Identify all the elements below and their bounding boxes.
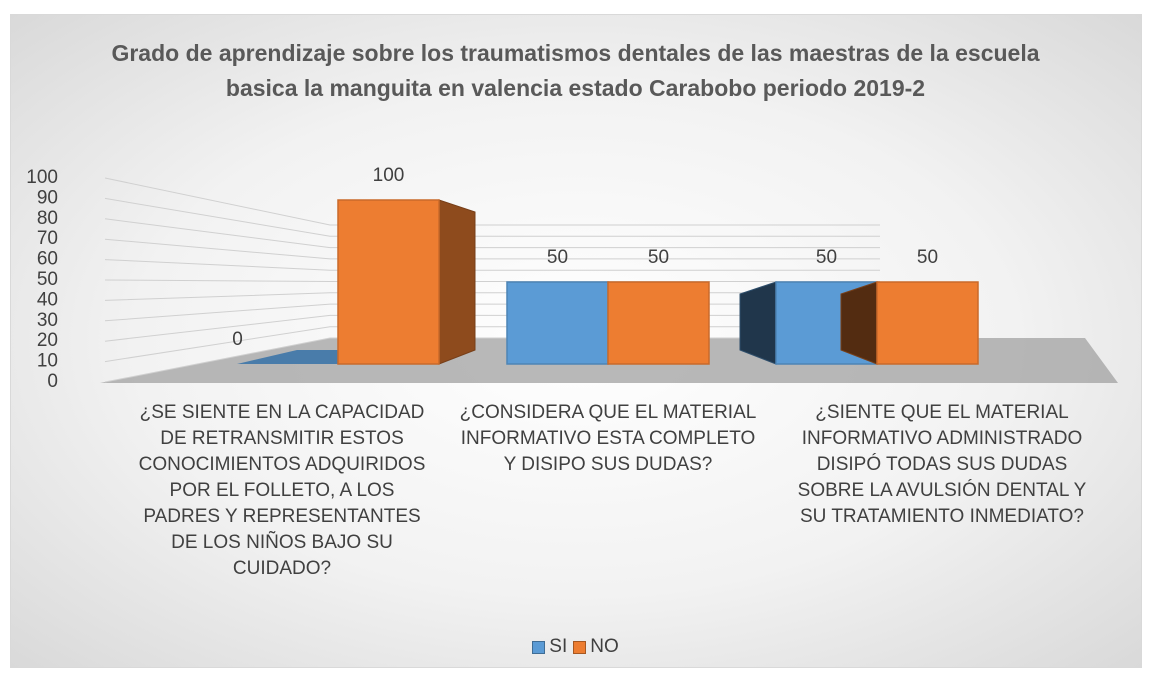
x-tick-label: ¿SE SIENTE EN LA CAPACIDAD DE RETRANSMIT… [138, 402, 426, 579]
y-tick-label: 20 [37, 330, 58, 351]
bar [840, 281, 979, 365]
y-tick-label: 90 [37, 187, 58, 208]
bar-side [438, 199, 476, 365]
bar [337, 199, 476, 365]
grid-line [104, 238, 880, 260]
bar [506, 281, 609, 365]
legend-swatch [573, 640, 587, 654]
bar-side [739, 281, 777, 365]
chart-title: Grado de aprendizaje sobre los traumatis… [111, 40, 1040, 101]
y-tick-label: 10 [37, 351, 58, 372]
y-tick-label: 80 [37, 208, 58, 229]
legend-item: NO [573, 636, 619, 658]
data-label: 50 [547, 247, 568, 268]
bar-face [607, 281, 710, 365]
grid-line [104, 279, 880, 282]
data-label: 50 [917, 247, 938, 268]
y-tick-label: 70 [37, 228, 58, 249]
bar [237, 350, 338, 364]
y-tick-label: 40 [37, 289, 58, 310]
legend-label: NO [590, 636, 619, 657]
y-tick-label: 0 [47, 371, 58, 392]
legend-label: SI [549, 636, 568, 657]
grid-line [104, 197, 880, 237]
data-label: 0 [232, 329, 243, 350]
data-label: 100 [373, 165, 405, 186]
grid-line [104, 259, 880, 271]
bar-face [337, 199, 440, 365]
bar-face [506, 281, 609, 365]
bar-side [840, 281, 878, 365]
y-tick-label: 50 [37, 269, 58, 290]
grid-line [104, 177, 880, 226]
legend-item: SI [532, 636, 567, 658]
bar [607, 281, 710, 365]
data-label: 50 [648, 247, 669, 268]
y-tick-label: 30 [37, 310, 58, 331]
x-tick-label: ¿SIENTE QUE EL MATERIAL INFORMATIVO ADMI… [797, 402, 1087, 527]
bar-face [876, 281, 979, 365]
legend: SI NO [0, 636, 1151, 660]
y-tick-label: 60 [37, 249, 58, 270]
y-tick-label: 100 [26, 167, 58, 188]
x-tick-label: ¿CONSIDERA QUE EL MATERIAL INFORMATIVO E… [459, 402, 757, 475]
grid-line [104, 218, 880, 249]
bar-face [237, 350, 338, 364]
data-label: 50 [816, 247, 837, 268]
legend-swatch [532, 640, 546, 654]
